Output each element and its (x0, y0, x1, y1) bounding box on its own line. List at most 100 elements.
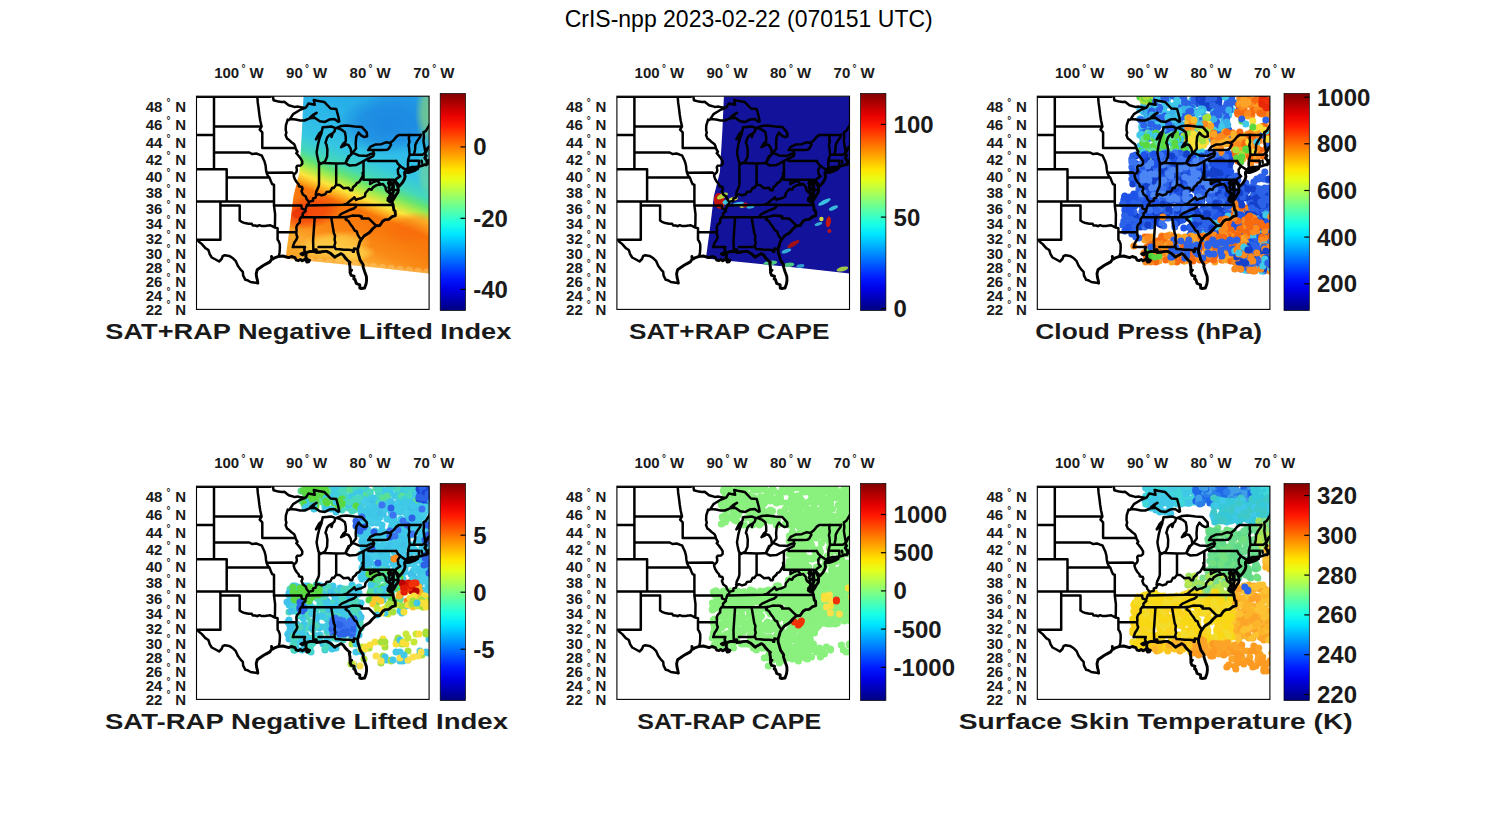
svg-text:°: ° (166, 243, 170, 254)
svg-text:Cloud Press (hPa): Cloud Press (hPa) (1035, 319, 1262, 344)
svg-text:°: ° (166, 199, 170, 210)
svg-text:32: 32 (987, 620, 1004, 637)
svg-text:°: ° (789, 453, 793, 464)
svg-text:°: ° (587, 487, 591, 498)
svg-text:70: 70 (413, 64, 430, 81)
svg-text:36: 36 (566, 590, 583, 607)
svg-text:°: ° (726, 453, 730, 464)
svg-text:W: W (1154, 64, 1169, 81)
svg-text:70: 70 (1254, 454, 1271, 471)
svg-text:°: ° (587, 648, 591, 659)
svg-text:100: 100 (214, 64, 239, 81)
svg-text:240: 240 (1317, 641, 1357, 668)
svg-text:32: 32 (146, 230, 163, 247)
svg-text:100: 100 (1055, 454, 1080, 471)
svg-text:°: ° (853, 453, 857, 464)
svg-text:W: W (313, 64, 328, 81)
svg-text:°: ° (587, 286, 591, 297)
svg-text:90: 90 (707, 64, 724, 81)
svg-text:°: ° (432, 63, 436, 74)
svg-text:38: 38 (566, 574, 583, 591)
svg-text:N: N (596, 620, 607, 637)
svg-text:260: 260 (1317, 601, 1357, 628)
svg-text:W: W (250, 64, 265, 81)
svg-text:-1000: -1000 (894, 654, 955, 681)
svg-text:N: N (596, 488, 607, 505)
svg-text:N: N (175, 590, 186, 607)
svg-text:°: ° (166, 272, 170, 283)
svg-text:N: N (1016, 98, 1027, 115)
svg-text:°: ° (1007, 648, 1011, 659)
svg-text:N: N (175, 184, 186, 201)
svg-text:N: N (175, 524, 186, 541)
svg-text:°: ° (166, 648, 170, 659)
svg-text:600: 600 (1317, 177, 1357, 204)
svg-text:°: ° (1007, 258, 1011, 269)
svg-text:90: 90 (1127, 454, 1144, 471)
svg-text:Surface Skin Temperature (K): Surface Skin Temperature (K) (959, 709, 1353, 734)
svg-text:34: 34 (566, 215, 583, 232)
svg-text:W: W (734, 454, 749, 471)
svg-text:400: 400 (1317, 224, 1357, 251)
svg-text:°: ° (1007, 150, 1011, 161)
svg-text:34: 34 (146, 215, 163, 232)
svg-text:50: 50 (894, 204, 921, 231)
svg-text:48: 48 (146, 98, 163, 115)
svg-text:40: 40 (146, 168, 163, 185)
svg-text:N: N (1016, 524, 1027, 541)
svg-text:1000: 1000 (894, 501, 947, 528)
svg-text:30: 30 (987, 635, 1004, 652)
svg-text:W: W (377, 64, 392, 81)
svg-text:38: 38 (146, 574, 163, 591)
svg-text:320: 320 (1317, 482, 1357, 509)
svg-text:°: ° (1007, 115, 1011, 126)
svg-text:40: 40 (987, 558, 1004, 575)
svg-text:°: ° (242, 453, 246, 464)
svg-text:°: ° (1007, 299, 1011, 310)
svg-text:N: N (1016, 605, 1027, 622)
svg-text:70: 70 (1254, 64, 1271, 81)
svg-text:80: 80 (350, 64, 367, 81)
svg-text:N: N (596, 215, 607, 232)
svg-text:°: ° (166, 557, 170, 568)
svg-text:N: N (596, 151, 607, 168)
svg-text:°: ° (587, 133, 591, 144)
svg-text:°: ° (1007, 662, 1011, 673)
svg-text:°: ° (1007, 487, 1011, 498)
svg-text:°: ° (587, 604, 591, 615)
svg-text:SAT+RAP Negative Lifted Index: SAT+RAP Negative Lifted Index (105, 319, 512, 344)
svg-text:W: W (1217, 454, 1232, 471)
svg-text:SAT-RAP Negative Lifted Index: SAT-RAP Negative Lifted Index (105, 709, 509, 734)
svg-text:100: 100 (1055, 64, 1080, 81)
svg-text:°: ° (1007, 689, 1011, 700)
svg-text:N: N (1016, 620, 1027, 637)
svg-text:-40: -40 (473, 276, 508, 303)
svg-text:°: ° (1007, 167, 1011, 178)
svg-text:W: W (440, 454, 455, 471)
svg-text:W: W (1090, 64, 1105, 81)
svg-text:W: W (1281, 454, 1296, 471)
svg-text:90: 90 (286, 454, 303, 471)
svg-text:0: 0 (894, 295, 907, 322)
svg-text:N: N (175, 574, 186, 591)
svg-text:°: ° (587, 183, 591, 194)
svg-text:°: ° (1007, 573, 1011, 584)
svg-text:°: ° (587, 97, 591, 108)
svg-text:W: W (1217, 64, 1232, 81)
svg-text:°: ° (1007, 183, 1011, 194)
svg-text:°: ° (1007, 557, 1011, 568)
svg-text:°: ° (305, 453, 309, 464)
svg-text:W: W (861, 64, 876, 81)
svg-text:38: 38 (566, 184, 583, 201)
svg-text:°: ° (587, 689, 591, 700)
svg-text:80: 80 (1190, 454, 1207, 471)
svg-text:100: 100 (894, 111, 934, 138)
svg-text:W: W (797, 64, 812, 81)
svg-text:°: ° (587, 272, 591, 283)
svg-text:32: 32 (566, 620, 583, 637)
svg-text:°: ° (166, 505, 170, 516)
svg-text:°: ° (1007, 199, 1011, 210)
svg-text:30: 30 (566, 245, 583, 262)
svg-text:90: 90 (1127, 64, 1144, 81)
svg-text:°: ° (1007, 133, 1011, 144)
